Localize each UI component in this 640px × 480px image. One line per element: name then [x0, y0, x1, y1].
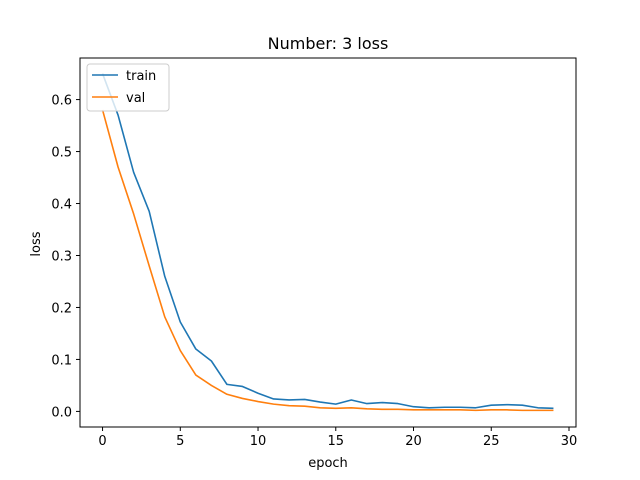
x-tick-label: 20 [405, 434, 422, 449]
y-tick-label: 0.5 [51, 146, 72, 161]
y-tick-label: 0.0 [51, 405, 72, 420]
plot-frame [79, 57, 577, 428]
x-tick-label: 15 [328, 434, 345, 449]
y-tick-label: 0.3 [51, 249, 72, 264]
x-tick-label: 10 [250, 434, 267, 449]
chart-title: Number: 3 loss [268, 34, 389, 53]
x-tick-label: 0 [98, 434, 106, 449]
y-tick-label: 0.4 [51, 198, 72, 213]
series-line-train [101, 73, 554, 410]
y-tick-label: 0.1 [51, 353, 72, 368]
legend: train val [86, 63, 170, 112]
legend-label-train: train [126, 69, 156, 84]
x-tick-label: 30 [561, 434, 578, 449]
y-tick-label: 0.6 [51, 94, 72, 109]
y-tick-label: 0.2 [51, 301, 72, 316]
x-tick-label: 25 [483, 434, 500, 449]
x-tick-label: 5 [176, 434, 184, 449]
legend-label-val: val [126, 91, 145, 106]
y-axis-label: loss [29, 231, 44, 256]
x-axis-label: epoch [308, 456, 348, 471]
series-line-val [101, 109, 554, 412]
